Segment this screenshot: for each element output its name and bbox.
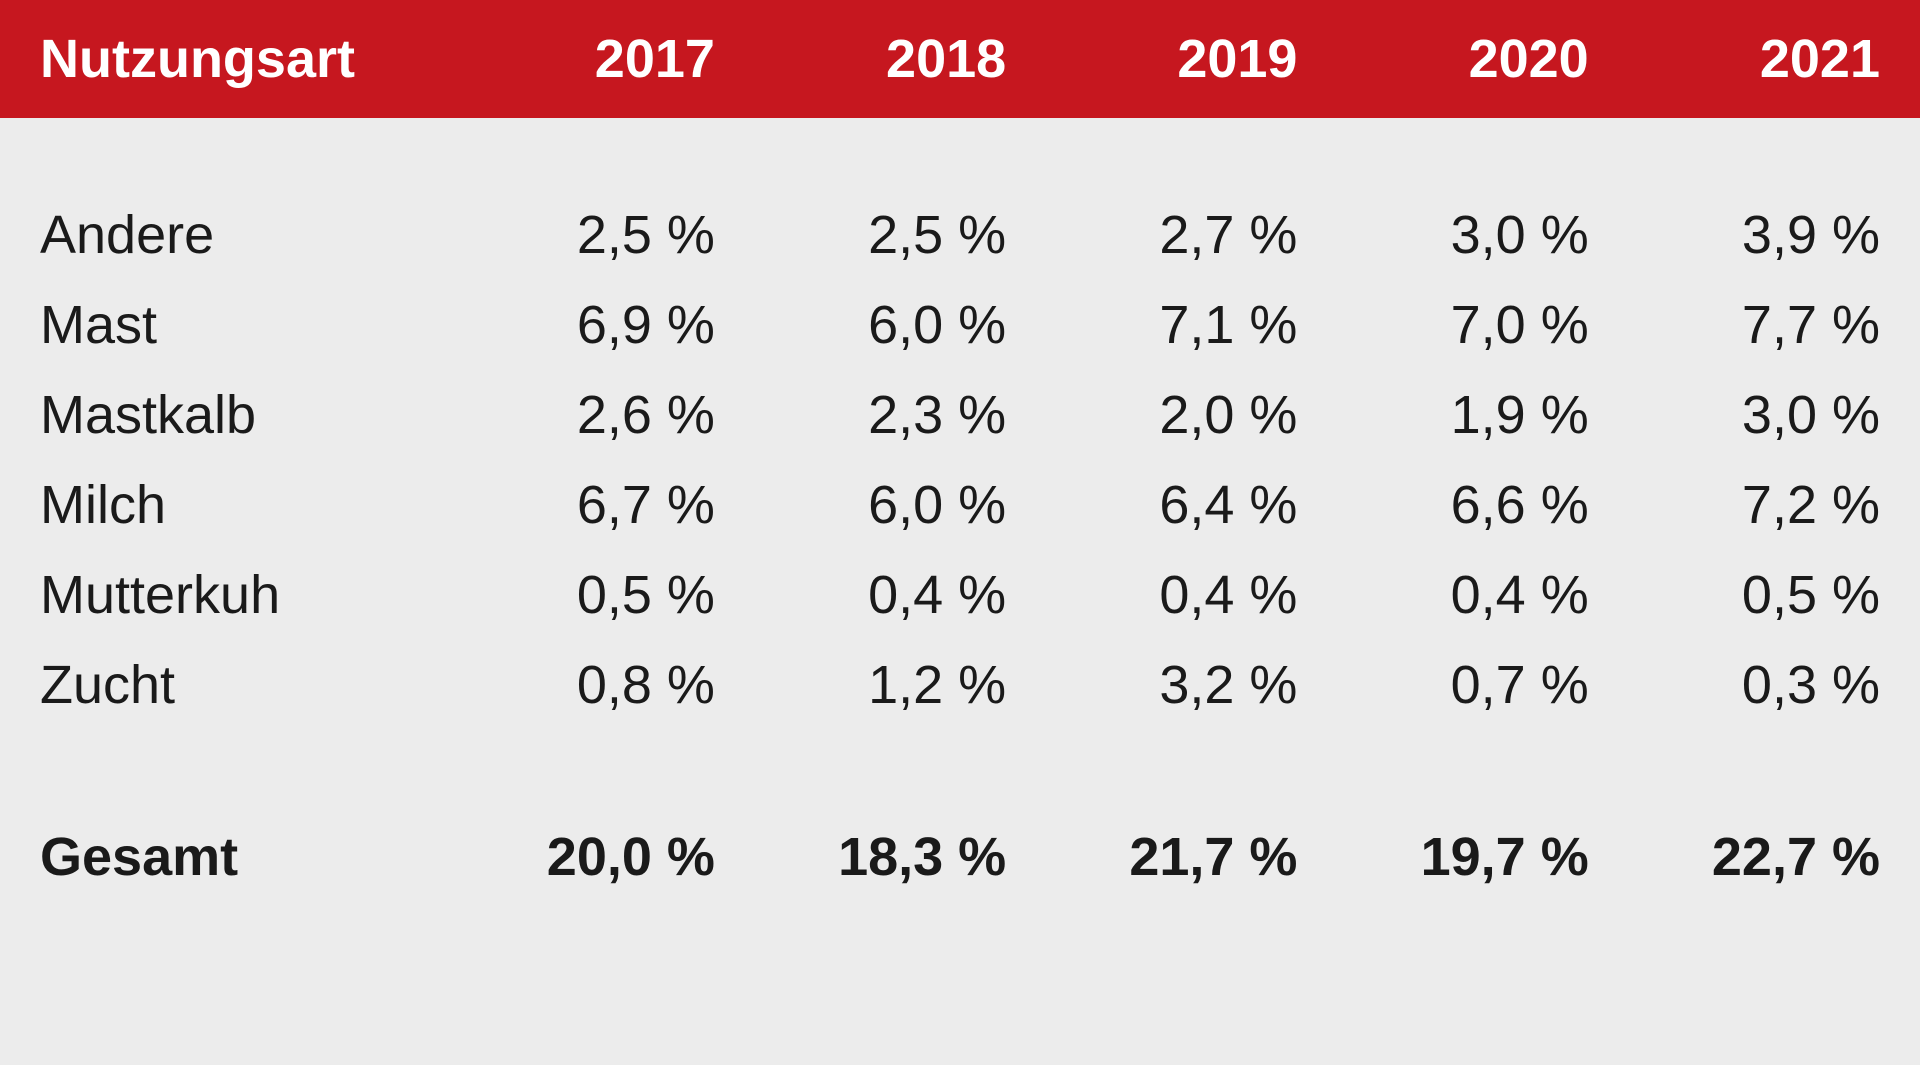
cell: 6,6 % — [1337, 460, 1628, 550]
header-col: 2020 — [1337, 0, 1628, 118]
cell: 0,5 % — [464, 550, 755, 640]
cell: 0,4 % — [1337, 550, 1628, 640]
total-cell: 19,7 % — [1337, 812, 1628, 902]
table-row: Milch 6,7 % 6,0 % 6,4 % 6,6 % 7,2 % — [0, 460, 1920, 550]
row-label: Mastkalb — [0, 370, 464, 460]
spacer-row — [0, 730, 1920, 812]
cell: 0,4 % — [1046, 550, 1337, 640]
cell: 0,4 % — [755, 550, 1046, 640]
cell: 7,1 % — [1046, 280, 1337, 370]
cell: 2,3 % — [755, 370, 1046, 460]
header-row-label: Nutzungsart — [0, 0, 464, 118]
cell: 1,9 % — [1337, 370, 1628, 460]
cell: 7,7 % — [1629, 280, 1920, 370]
spacer-row — [0, 118, 1920, 190]
cell: 6,4 % — [1046, 460, 1337, 550]
row-label: Andere — [0, 190, 464, 280]
cell: 3,2 % — [1046, 640, 1337, 730]
row-label: Mutterkuh — [0, 550, 464, 640]
table-row: Mast 6,9 % 6,0 % 7,1 % 7,0 % 7,7 % — [0, 280, 1920, 370]
cell: 6,0 % — [755, 280, 1046, 370]
usage-table: Nutzungsart 2017 2018 2019 2020 2021 And… — [0, 0, 1920, 902]
cell: 6,0 % — [755, 460, 1046, 550]
row-label: Mast — [0, 280, 464, 370]
table-row: Mastkalb 2,6 % 2,3 % 2,0 % 1,9 % 3,0 % — [0, 370, 1920, 460]
cell: 0,5 % — [1629, 550, 1920, 640]
row-label: Zucht — [0, 640, 464, 730]
table-row: Zucht 0,8 % 1,2 % 3,2 % 0,7 % 0,3 % — [0, 640, 1920, 730]
header-col: 2017 — [464, 0, 755, 118]
cell: 3,0 % — [1337, 190, 1628, 280]
row-label: Milch — [0, 460, 464, 550]
cell: 2,0 % — [1046, 370, 1337, 460]
total-cell: 22,7 % — [1629, 812, 1920, 902]
cell: 2,5 % — [755, 190, 1046, 280]
cell: 6,7 % — [464, 460, 755, 550]
cell: 0,8 % — [464, 640, 755, 730]
total-cell: 20,0 % — [464, 812, 755, 902]
cell: 0,7 % — [1337, 640, 1628, 730]
cell: 3,9 % — [1629, 190, 1920, 280]
table-header-row: Nutzungsart 2017 2018 2019 2020 2021 — [0, 0, 1920, 118]
cell: 2,6 % — [464, 370, 755, 460]
total-cell: 18,3 % — [755, 812, 1046, 902]
cell: 2,7 % — [1046, 190, 1337, 280]
cell: 7,0 % — [1337, 280, 1628, 370]
header-col: 2021 — [1629, 0, 1920, 118]
header-col: 2019 — [1046, 0, 1337, 118]
table-row: Andere 2,5 % 2,5 % 2,7 % 3,0 % 3,9 % — [0, 190, 1920, 280]
cell: 7,2 % — [1629, 460, 1920, 550]
cell: 3,0 % — [1629, 370, 1920, 460]
total-cell: 21,7 % — [1046, 812, 1337, 902]
table-total-row: Gesamt 20,0 % 18,3 % 21,7 % 19,7 % 22,7 … — [0, 812, 1920, 902]
header-col: 2018 — [755, 0, 1046, 118]
cell: 6,9 % — [464, 280, 755, 370]
cell: 0,3 % — [1629, 640, 1920, 730]
cell: 1,2 % — [755, 640, 1046, 730]
total-label: Gesamt — [0, 812, 464, 902]
table-row: Mutterkuh 0,5 % 0,4 % 0,4 % 0,4 % 0,5 % — [0, 550, 1920, 640]
cell: 2,5 % — [464, 190, 755, 280]
